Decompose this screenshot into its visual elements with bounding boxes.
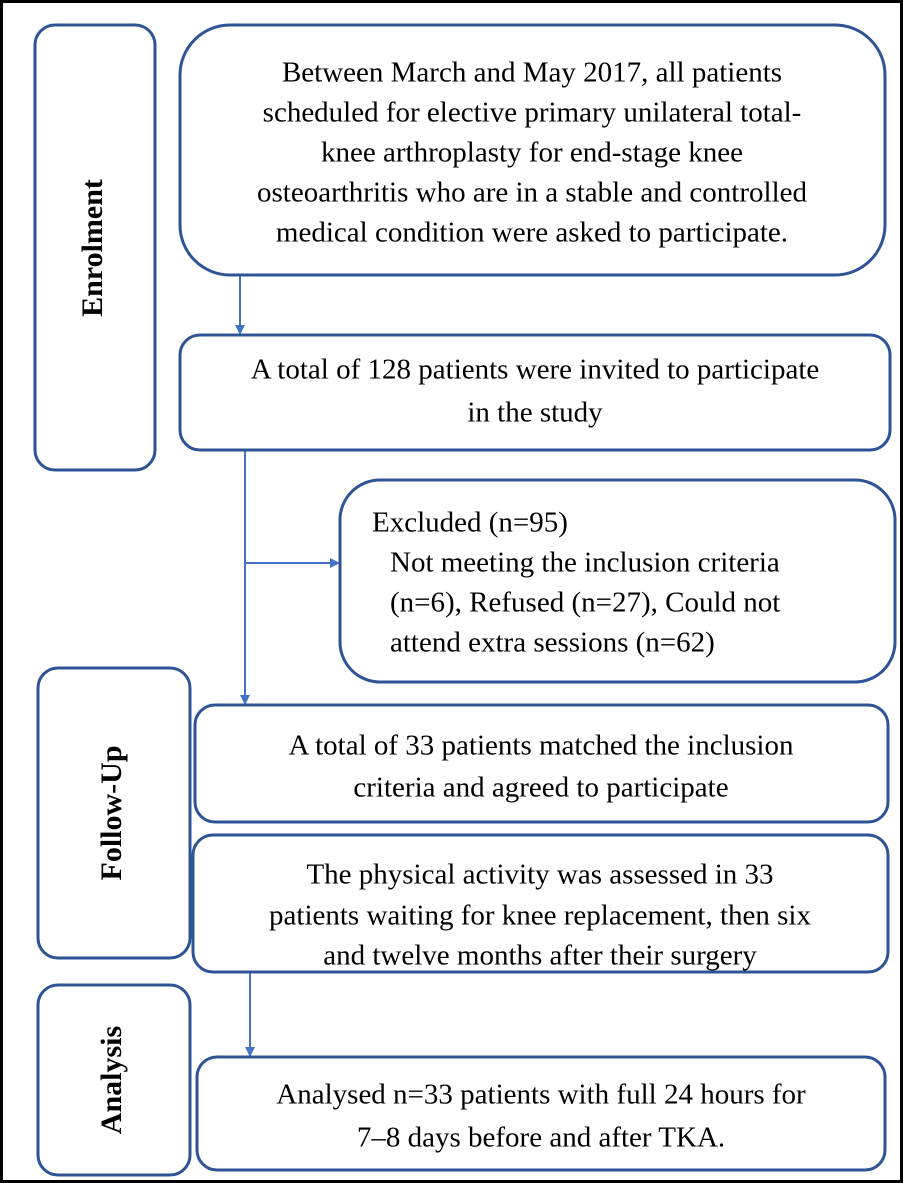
node-text: attend extra sessions (n=62) bbox=[390, 627, 715, 659]
node-text: medical condition were asked to particip… bbox=[276, 217, 788, 249]
node-text: A total of 33 patients matched the inclu… bbox=[289, 730, 794, 762]
node-text: The physical activity was assessed in 33 bbox=[306, 859, 773, 891]
stage-box bbox=[36, 983, 192, 1177]
node-box bbox=[178, 333, 892, 452]
node-box bbox=[178, 23, 887, 277]
node-text: Not meeting the inclusion criteria bbox=[390, 547, 780, 579]
node-text: scheduled for elective primary unilatera… bbox=[263, 97, 802, 129]
node-box bbox=[195, 1055, 887, 1172]
node-text: Between March and May 2017, all patients bbox=[282, 57, 782, 89]
node-text: patients waiting for knee replacement, t… bbox=[269, 900, 811, 932]
node-text: A total of 128 patients were invited to … bbox=[251, 354, 820, 386]
node-text: 7–8 days before and after TKA. bbox=[357, 1122, 725, 1154]
stage-label: Follow-Up bbox=[95, 746, 128, 881]
stage-label: Enrolment bbox=[76, 179, 109, 317]
node-box bbox=[338, 478, 897, 684]
node-text: osteoarthritis who are in a stable and c… bbox=[257, 177, 808, 209]
node-text: in the study bbox=[467, 397, 603, 429]
stage-box bbox=[36, 666, 192, 960]
node-text: and twelve months after their surgery bbox=[323, 940, 757, 972]
node-text: criteria and agreed to participate bbox=[353, 772, 728, 804]
node-text: Analysed n=33 patients with full 24 hour… bbox=[276, 1079, 806, 1111]
stage-box bbox=[33, 23, 157, 472]
node-text: (n=6), Refused (n=27), Could not bbox=[390, 587, 780, 619]
node-box bbox=[191, 833, 890, 974]
node-text: Excluded (n=95) bbox=[372, 507, 568, 539]
node-box bbox=[193, 703, 890, 824]
node-text: knee arthroplasty for end-stage knee bbox=[321, 137, 743, 169]
stage-label: Analysis bbox=[95, 1026, 128, 1134]
